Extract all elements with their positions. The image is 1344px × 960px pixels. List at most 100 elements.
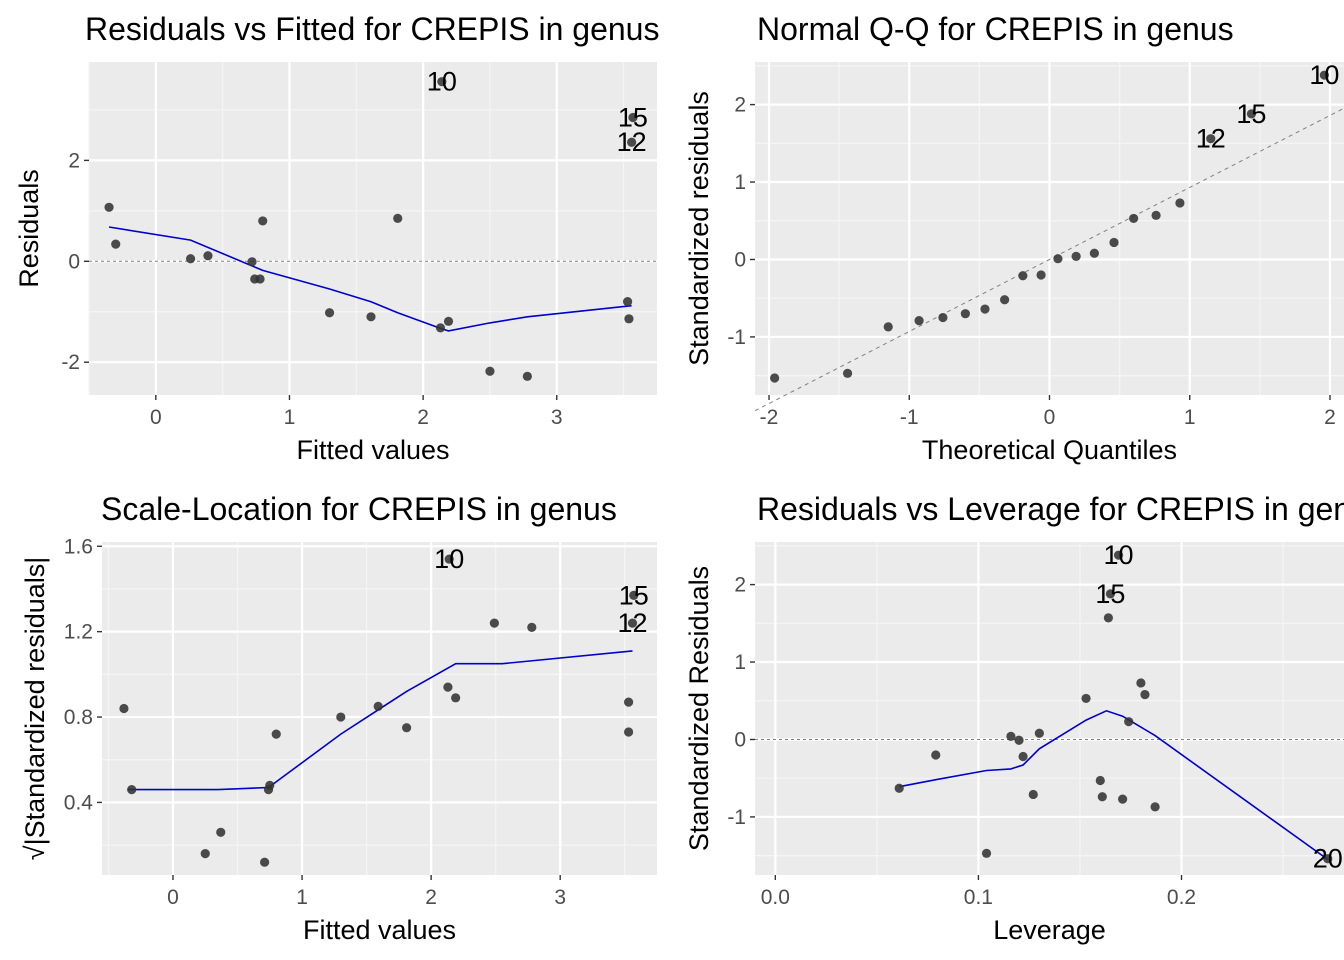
point-label: 12	[1196, 124, 1226, 154]
data-point	[451, 693, 461, 703]
data-point	[1014, 735, 1024, 745]
data-point	[960, 309, 970, 319]
point-label: 15	[1236, 99, 1266, 129]
data-point	[336, 712, 346, 722]
x-tick-label: 1	[284, 406, 296, 429]
data-point	[1206, 134, 1216, 144]
x-tick-label: 2	[417, 406, 429, 429]
data-point	[1246, 109, 1257, 119]
y-tick-label: 2	[68, 149, 80, 172]
data-point	[624, 697, 634, 707]
data-point	[1000, 295, 1010, 305]
data-point	[629, 590, 639, 600]
y-tick-label: 0	[734, 728, 746, 751]
data-point	[842, 368, 853, 378]
y-tick-label: 0.8	[64, 706, 93, 729]
x-tick-label: 0	[150, 406, 162, 429]
data-point	[485, 366, 495, 376]
data-point	[622, 297, 633, 307]
data-point	[1109, 237, 1119, 248]
data-point	[1089, 248, 1099, 258]
data-point	[1136, 678, 1146, 688]
point-label: 12	[617, 608, 647, 638]
data-point	[265, 780, 275, 790]
y-tick-label: 1.6	[64, 535, 93, 558]
y-tick-label: 1.2	[64, 621, 93, 644]
data-point	[1140, 689, 1150, 700]
chart-title: Normal Q-Q for CREPIS in genus	[757, 11, 1234, 47]
data-point	[444, 554, 454, 564]
x-axis-title: Theoretical Quantiles	[922, 435, 1177, 465]
x-tick-label: 3	[551, 406, 563, 429]
data-point	[1018, 751, 1028, 762]
data-point	[1006, 731, 1016, 741]
y-tick-label: -2	[61, 351, 80, 374]
x-tick-label: 1	[296, 886, 308, 909]
y-axis-title: Standardized Residuals	[684, 566, 714, 851]
point-label: 10	[427, 67, 457, 97]
data-point	[1097, 792, 1107, 802]
data-point	[1150, 802, 1160, 812]
data-point	[627, 137, 637, 147]
point-label: 10	[434, 544, 464, 574]
y-tick-label: 1	[734, 651, 746, 674]
point-label: 20	[1313, 844, 1343, 874]
data-point	[894, 783, 904, 793]
data-point	[1151, 210, 1161, 220]
smooth-line	[127, 650, 633, 791]
point-label: 15	[618, 103, 648, 133]
data-point	[1175, 198, 1185, 208]
data-point	[203, 251, 213, 261]
x-tick-label: -2	[760, 406, 779, 429]
data-point	[1113, 550, 1124, 560]
data-point	[185, 254, 196, 264]
y-tick-label: 1	[734, 171, 746, 194]
data-point	[443, 682, 453, 692]
point-label: 10	[1309, 60, 1339, 90]
data-point	[938, 312, 948, 323]
y-tick-label: 0	[68, 250, 80, 273]
x-tick-label: 0.0	[761, 886, 790, 909]
point-label: 10	[1104, 540, 1134, 570]
y-axis-title: √|Standardized residuals|	[20, 557, 50, 861]
data-point	[883, 322, 893, 332]
data-point	[1018, 271, 1028, 281]
x-tick-label: 1	[1184, 406, 1196, 429]
data-point	[216, 827, 226, 837]
y-tick-label: 0.4	[64, 791, 94, 814]
data-point	[1103, 613, 1113, 623]
data-point	[443, 316, 454, 326]
x-axis-title: Fitted values	[303, 915, 456, 945]
qq-reference-line	[754, 107, 1344, 412]
data-point	[1081, 693, 1091, 704]
data-point	[628, 112, 638, 123]
data-point	[931, 750, 941, 760]
data-point	[393, 213, 403, 224]
data-point	[981, 848, 992, 858]
data-point	[1129, 213, 1139, 224]
data-point	[1124, 717, 1134, 727]
y-tick-label: -1	[727, 326, 746, 349]
data-point	[1028, 789, 1038, 800]
plot-background	[755, 542, 1344, 875]
data-point	[435, 323, 446, 333]
data-point	[127, 785, 137, 795]
data-point	[1095, 775, 1105, 786]
data-point	[914, 316, 924, 326]
data-point	[260, 857, 270, 867]
data-point	[247, 257, 257, 267]
data-point	[770, 373, 780, 383]
point-label: 15	[1095, 579, 1125, 609]
data-point	[489, 618, 499, 628]
x-tick-label: 0	[167, 886, 179, 909]
y-tick-label: -1	[727, 806, 746, 829]
data-point	[1319, 70, 1329, 80]
x-tick-label: 0.1	[964, 886, 993, 909]
